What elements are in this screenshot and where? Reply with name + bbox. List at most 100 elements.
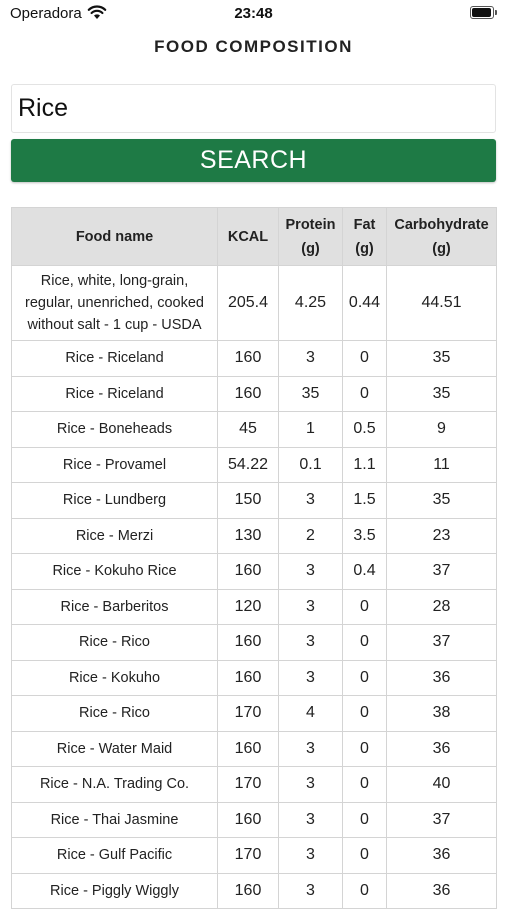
table-row[interactable]: Rice, white, long-grain, regular, unenric… (11, 265, 497, 341)
carbohydrate-cell: 36 (386, 872, 497, 909)
food-name-cell: Rice - Merzi (11, 517, 218, 554)
food-name-text: Rice - Rico (79, 634, 150, 651)
column-header-unit: (g) (432, 240, 451, 257)
protein-cell: 4 (278, 695, 343, 732)
food-name-text: Rice - Thai Jasmine (50, 811, 179, 828)
protein-cell: 3 (278, 837, 343, 874)
carbohydrate-cell: 36 (386, 730, 497, 767)
fat-cell: 0.5 (342, 411, 387, 448)
food-name-cell: Rice - Boneheads (11, 411, 218, 448)
table-row[interactable]: Rice - Rico 170 4 0 38 (11, 695, 497, 732)
table-row[interactable]: Rice - Gulf Pacific 170 3 0 36 (11, 837, 497, 874)
kcal-cell: 170 (217, 695, 279, 732)
table-row[interactable]: Rice - Kokuho 160 3 0 36 (11, 659, 497, 696)
carbohydrate-cell: 35 (386, 482, 497, 519)
fat-cell: 0 (342, 766, 387, 803)
food-name-cell: Rice - Rico (11, 695, 218, 732)
protein-cell: 3 (278, 588, 343, 625)
table-row[interactable]: Rice - Piggly Wiggly 160 3 0 36 (11, 872, 497, 909)
food-name-text: Rice - Kokuho (68, 669, 161, 686)
protein-cell: 3 (278, 801, 343, 838)
results-table: Food name KCAL Protein (g) Fat (g) Carbohydrat… (11, 207, 497, 909)
carbohydrate-cell: 37 (386, 624, 497, 661)
protein-cell: 3 (278, 482, 343, 519)
fat-cell: 0 (342, 695, 387, 732)
fat-cell: 0 (342, 801, 387, 838)
fat-cell: 0 (342, 375, 387, 412)
food-name-cell: Rice - Piggly Wiggly (11, 872, 218, 909)
clock-time: 23:48 (234, 5, 273, 22)
food-name-text: Rice, white, long-grain, (40, 273, 189, 289)
table-row[interactable]: Rice - Water Maid 160 3 0 36 (11, 730, 497, 767)
food-name-cell: Rice - N.A. Trading Co. (11, 766, 218, 803)
table-row[interactable]: Rice - Boneheads 45 1 0.5 9 (11, 411, 497, 448)
column-header-label: KCAL (227, 228, 269, 245)
kcal-cell: 150 (217, 482, 279, 519)
search-input[interactable] (11, 84, 496, 133)
food-name-text: Rice - Merzi (75, 527, 154, 544)
battery-icon (470, 6, 497, 19)
food-name-text: Rice - Riceland (65, 350, 164, 367)
food-name-cell: Rice, white, long-grain, regular, unenric… (11, 265, 218, 341)
kcal-cell: 120 (217, 588, 279, 625)
column-header-fat: Fat (g) (342, 207, 387, 266)
carbohydrate-cell: 36 (386, 837, 497, 874)
kcal-cell: 54.22 (217, 446, 279, 483)
protein-cell: 3 (278, 340, 343, 377)
fat-cell: 0 (342, 659, 387, 696)
wifi-icon (87, 4, 107, 25)
column-header-food-name: Food name (11, 207, 218, 266)
protein-cell: 3 (278, 872, 343, 909)
carbohydrate-cell: 44.51 (386, 265, 497, 341)
table-row[interactable]: Rice - N.A. Trading Co. 170 3 0 40 (11, 766, 497, 803)
table-row[interactable]: Rice - Lundberg 150 3 1.5 35 (11, 482, 497, 519)
fat-cell: 1.1 (342, 446, 387, 483)
protein-cell: 3 (278, 766, 343, 803)
protein-cell: 35 (278, 375, 343, 412)
food-name-text: regular, unenriched, cooked (25, 295, 204, 311)
column-header-unit: (g) (355, 240, 374, 257)
fat-cell: 0 (342, 837, 387, 874)
food-name-text: Rice - Lundberg (62, 492, 167, 509)
column-header-carbohydrate: Carbohydrate (g) (386, 207, 497, 266)
food-name-text: Rice - Barberitos (60, 598, 169, 615)
table-row[interactable]: Rice - Rico 160 3 0 37 (11, 624, 497, 661)
protein-cell: 3 (278, 659, 343, 696)
column-header-label: Food name (75, 228, 154, 245)
fat-cell: 0 (342, 624, 387, 661)
carbohydrate-cell: 11 (386, 446, 497, 483)
kcal-cell: 160 (217, 375, 279, 412)
food-name-text: Rice - Riceland (65, 385, 164, 402)
fat-cell: 1.5 (342, 482, 387, 519)
protein-cell: 3 (278, 624, 343, 661)
table-row[interactable]: Rice - Thai Jasmine 160 3 0 37 (11, 801, 497, 838)
table-row[interactable]: Rice - Merzi 130 2 3.5 23 (11, 517, 497, 554)
kcal-cell: 45 (217, 411, 279, 448)
search-button[interactable]: SEARCH (11, 139, 496, 182)
page-title: FOOD COMPOSITION (154, 37, 353, 56)
protein-cell: 4.25 (278, 265, 343, 341)
table-row[interactable]: Rice - Barberitos 120 3 0 28 (11, 588, 497, 625)
carbohydrate-cell: 36 (386, 659, 497, 696)
carbohydrate-cell: 28 (386, 588, 497, 625)
food-name-text: Rice - Gulf Pacific (56, 847, 173, 864)
food-name-cell: Rice - Gulf Pacific (11, 837, 218, 874)
table-row[interactable]: Rice - Riceland 160 3 0 35 (11, 340, 497, 377)
kcal-cell: 170 (217, 837, 279, 874)
table-row[interactable]: Rice - Provamel 54.22 0.1 1.1 11 (11, 446, 497, 483)
table-row[interactable]: Rice - Riceland 160 35 0 35 (11, 375, 497, 412)
table-row[interactable]: Rice - Kokuho Rice 160 3 0.4 37 (11, 553, 497, 590)
column-header-protein: Protein (g) (278, 207, 343, 266)
fat-cell: 0.44 (342, 265, 387, 341)
food-name-text: Rice - Water Maid (56, 740, 173, 757)
food-name-text: without salt - 1 cup - USDA (27, 317, 202, 333)
carbohydrate-cell: 38 (386, 695, 497, 732)
food-name-text: Rice - Kokuho Rice (52, 563, 177, 580)
kcal-cell: 130 (217, 517, 279, 554)
carbohydrate-cell: 37 (386, 553, 497, 590)
food-name-cell: Rice - Barberitos (11, 588, 218, 625)
food-name-cell: Rice - Kokuho Rice (11, 553, 218, 590)
column-header-kcal: KCAL (217, 207, 279, 266)
fat-cell: 0 (342, 872, 387, 909)
column-header-unit: (g) (301, 240, 320, 257)
